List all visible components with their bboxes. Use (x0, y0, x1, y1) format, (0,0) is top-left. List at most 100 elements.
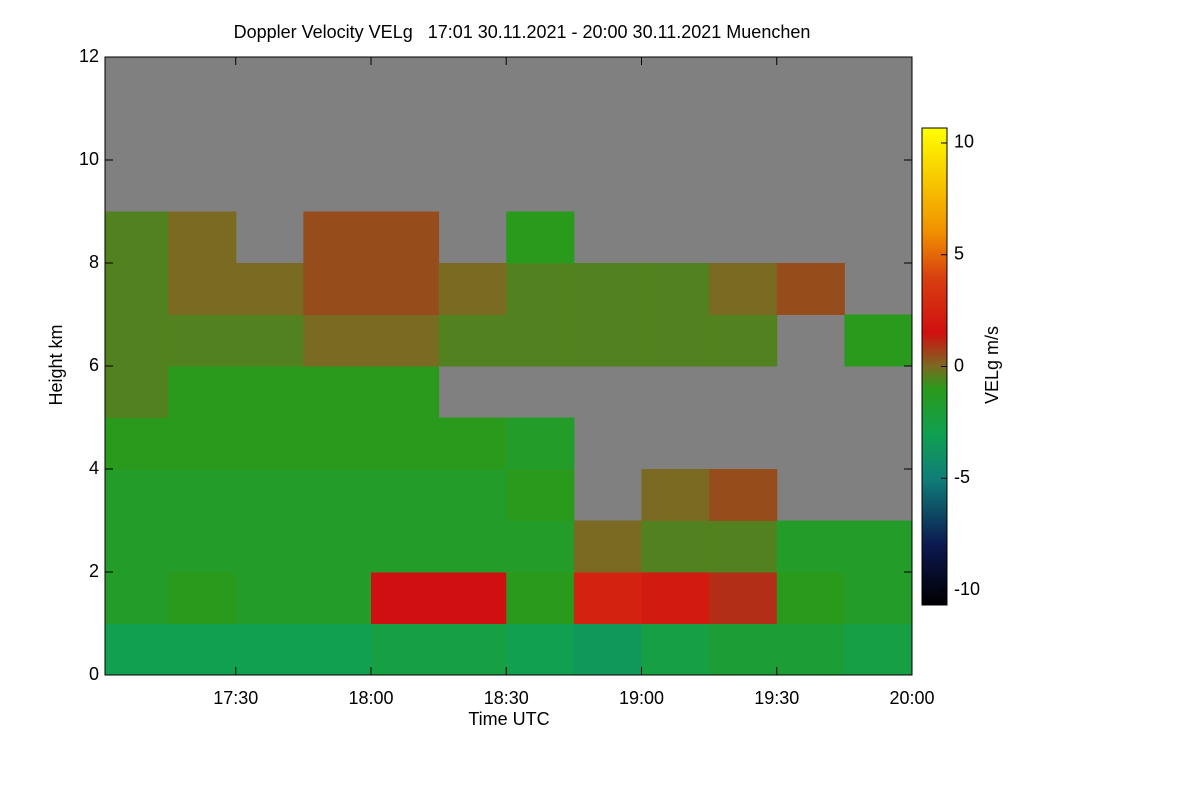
heatmap-cell (235, 572, 304, 624)
heatmap-cell (844, 314, 913, 367)
heatmap-cell (573, 314, 642, 367)
heatmap-cell (168, 417, 237, 470)
heatmap-cell (844, 520, 913, 573)
heatmap-cell (105, 263, 169, 315)
heatmap-cell (641, 623, 710, 676)
heatmap-cell (370, 366, 440, 418)
y-axis-label: Height km (46, 324, 66, 405)
heatmap-cell (709, 469, 778, 521)
heatmap-cell (105, 366, 169, 418)
heatmap-cell (506, 417, 575, 470)
heatmap-cell (370, 211, 440, 264)
heatmap-cell (235, 366, 304, 418)
heatmap-cell (709, 572, 778, 624)
heatmap-cell (303, 314, 372, 367)
heatmap-cell (303, 520, 372, 573)
heatmap-cell (709, 263, 778, 315)
heatmap-cell (235, 417, 304, 470)
heatmap-cell (303, 211, 372, 264)
heatmap-cell (370, 572, 440, 624)
heatmap-cell (438, 520, 507, 573)
colorbar-label: VELg m/s (982, 326, 1002, 404)
heatmap-cell (168, 211, 237, 264)
heatmap-cell (506, 314, 575, 367)
heatmap-cell (105, 623, 169, 676)
y-tick-label: 6 (89, 355, 99, 375)
heatmap-cell (573, 623, 642, 676)
heatmap-cell (776, 263, 845, 315)
heatmap-cell (370, 263, 440, 315)
heatmap-cell (105, 314, 169, 367)
heatmap-cell (105, 469, 169, 521)
x-tick-label: 18:00 (348, 688, 393, 708)
x-tick-label: 18:30 (484, 688, 529, 708)
heatmap-cell (235, 469, 304, 521)
heatmap-cell (105, 417, 169, 470)
heatmap-cell (438, 263, 507, 315)
heatmap-cell (105, 211, 169, 264)
heatmap-cell (168, 314, 237, 367)
heatmap-cell (573, 520, 642, 573)
heatmap-cell (303, 572, 372, 624)
heatmap-cell (776, 572, 845, 624)
heatmap-cell (168, 263, 237, 315)
heatmap-cell (573, 572, 642, 624)
heatmap-cell (709, 520, 778, 573)
heatmap-cell (438, 469, 507, 521)
heatmap-cell (438, 572, 507, 624)
heatmap-cell (776, 623, 845, 676)
heatmap-cell (303, 263, 372, 315)
heatmap-cell (235, 314, 304, 367)
heatmap-cell (303, 417, 372, 470)
heatmap-cell (168, 623, 237, 676)
colorbar-tick-label: -5 (954, 467, 970, 487)
heatmap-cell (168, 520, 237, 573)
heatmap-cell (168, 469, 237, 521)
heatmap-cell (506, 572, 575, 624)
heatmap-cell (105, 520, 169, 573)
heatmap-cell (506, 211, 575, 264)
heatmap-cell (506, 263, 575, 315)
heatmap-cell (776, 520, 845, 573)
heatmap-cell (641, 520, 710, 573)
heatmap-cell (168, 572, 237, 624)
colorbar-tick-label: 10 (954, 132, 974, 152)
heatmap-cell (105, 572, 169, 624)
heatmap-cell (303, 366, 372, 418)
heatmap-cell (235, 520, 304, 573)
heatmap-cell (235, 623, 304, 676)
heatmap-cell (709, 623, 778, 676)
y-tick-label: 12 (79, 46, 99, 66)
heatmap-cell (573, 263, 642, 315)
heatmap-cell (438, 417, 507, 470)
heatmap-cell (303, 623, 372, 676)
heatmap-cell (641, 469, 710, 521)
heatmap-cell (641, 314, 710, 367)
heatmap-cell (506, 469, 575, 521)
heatmap-cell (370, 314, 440, 367)
x-tick-label: 20:00 (889, 688, 934, 708)
heatmap-cell (506, 623, 575, 676)
heatmap-cell (506, 520, 575, 573)
colorbar-tick-label: -10 (954, 579, 980, 599)
heatmap-cell (235, 263, 304, 315)
chart-title: Doppler Velocity VELg 17:01 30.11.2021 -… (234, 22, 811, 42)
heatmap-cell (844, 623, 913, 676)
y-tick-label: 4 (89, 458, 99, 478)
heatmap-cell (641, 263, 710, 315)
heatmap-cell (438, 623, 507, 676)
y-tick-label: 2 (89, 561, 99, 581)
y-tick-label: 0 (89, 664, 99, 684)
heatmap-cell (709, 314, 778, 367)
x-tick-label: 17:30 (213, 688, 258, 708)
heatmap-cell (370, 417, 440, 470)
heatmap-cell (168, 366, 237, 418)
colorbar-tick-label: 5 (954, 243, 964, 263)
heatmap-cell (370, 520, 440, 573)
y-tick-label: 10 (79, 149, 99, 169)
heatmap-cell (844, 572, 913, 624)
y-tick-label: 8 (89, 252, 99, 272)
heatmap-cell (370, 469, 440, 521)
x-tick-label: 19:00 (619, 688, 664, 708)
